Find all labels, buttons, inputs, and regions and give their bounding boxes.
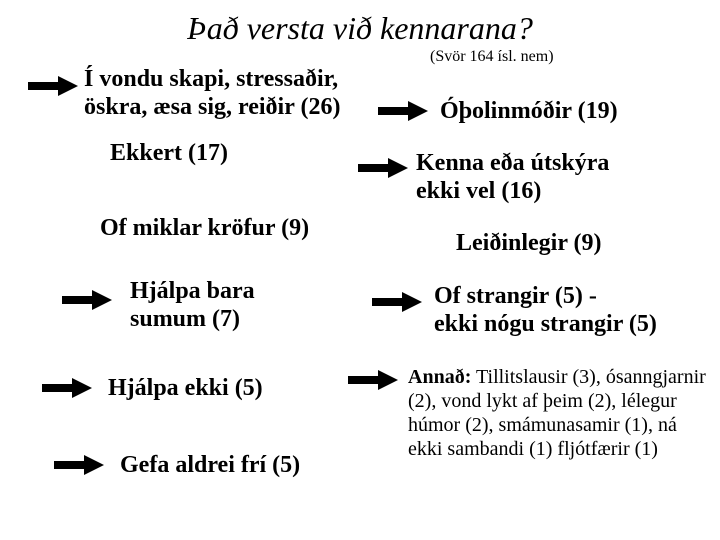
arrow-icon — [348, 370, 398, 390]
item7: Óþolinmóðir (19) — [440, 98, 618, 126]
item4: Hjálpa barasumum (7) — [130, 278, 255, 333]
arrow-icon — [358, 158, 408, 178]
item2: Ekkert (17) — [110, 140, 228, 168]
item8: Kenna eða útskýraekki vel (16) — [416, 150, 609, 205]
item10: Of strangir (5) -ekki nógu strangir (5) — [434, 283, 657, 338]
arrow-icon — [42, 378, 92, 398]
arrow-icon — [378, 101, 428, 121]
page-title: Það versta við kennarana? — [0, 0, 720, 53]
item3: Of miklar kröfur (9) — [100, 215, 309, 243]
arrow-icon — [54, 455, 104, 475]
arrow-icon — [372, 292, 422, 312]
arrow-icon — [62, 290, 112, 310]
item5: Hjálpa ekki (5) — [108, 375, 263, 403]
item11: Annað: Tillitslausir (3), ósanngjarnir (… — [408, 365, 708, 461]
arrow-icon — [28, 76, 78, 96]
item9: Leiðinlegir (9) — [456, 230, 602, 258]
subtitle: (Svör 164 ísl. nem) — [430, 48, 554, 66]
item6: Gefa aldrei frí (5) — [120, 452, 300, 480]
item1: Í vondu skapi, stressaðir,öskra, æsa sig… — [84, 66, 340, 121]
